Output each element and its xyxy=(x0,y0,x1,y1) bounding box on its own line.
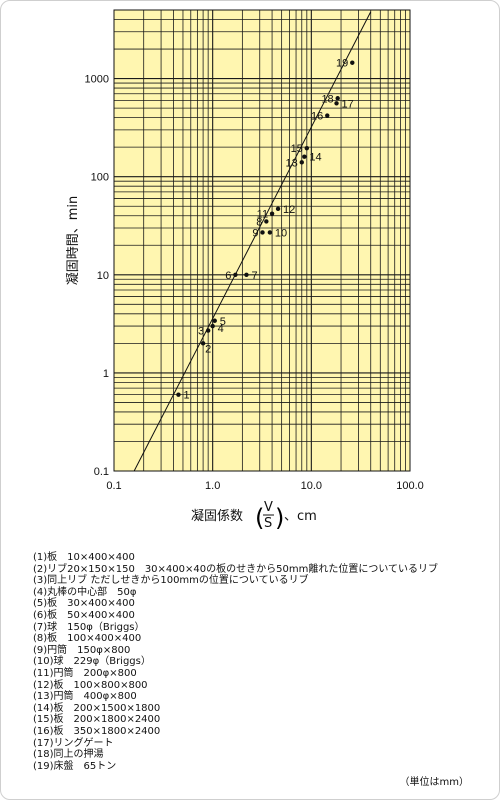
data-point xyxy=(302,154,307,159)
data-point-label: 14 xyxy=(309,152,321,164)
legend-item: (2)リブ20×150×150 30×400×40の板のせきから50mm離れた位… xyxy=(33,563,439,575)
data-point xyxy=(205,328,211,333)
legend-item: (9)円筒 150φ×800 xyxy=(33,644,131,656)
data-point-label: 7 xyxy=(251,270,257,282)
data-point xyxy=(244,272,249,277)
data-point xyxy=(269,211,275,216)
x-tick-label: 1.0 xyxy=(205,480,220,492)
data-point xyxy=(304,146,310,151)
legend-item: (13)円筒 400φ×800 xyxy=(33,691,137,703)
legend-item: (7)球 150φ（Briggs） xyxy=(33,621,145,633)
legend-item: (6)板 50×400×400 xyxy=(33,609,135,621)
data-point xyxy=(233,272,238,277)
data-point-label: 18 xyxy=(321,93,333,105)
data-point xyxy=(176,392,181,397)
data-point xyxy=(299,160,304,165)
grid-lines xyxy=(114,10,410,471)
data-point xyxy=(267,230,273,235)
plot-area xyxy=(114,10,410,471)
y-tick-label: 1 xyxy=(103,368,109,380)
legend-item: (5)板 30×400×400 xyxy=(33,598,135,610)
data-point xyxy=(260,230,265,235)
data-point xyxy=(275,206,281,212)
data-point xyxy=(335,96,340,101)
data-point-label: 19 xyxy=(336,58,348,70)
data-point-label: 13 xyxy=(286,157,298,169)
legend-item: (18)同上の押湯 xyxy=(33,749,104,761)
data-point-label: 3 xyxy=(198,326,204,338)
legend-item: (1)板 10×400×400 xyxy=(33,552,135,563)
y-tick-label: 10 xyxy=(97,270,109,282)
legend-item: (10)球 229φ（Briggs） xyxy=(33,656,151,668)
y-tick-labels: 0.1 1 10 100 1000 xyxy=(85,74,109,478)
data-point xyxy=(350,60,355,65)
x-axis-unit: 、cm xyxy=(284,509,317,524)
x-axis-paren-left: ( xyxy=(255,504,264,532)
y-tick-label: 1000 xyxy=(85,74,109,86)
plot-frame xyxy=(113,9,411,472)
data-point-label: 12 xyxy=(283,204,295,216)
legend-item: (11)円筒 200φ×800 xyxy=(33,667,137,679)
legend-item: (16)板 350×1800×2400 xyxy=(33,725,161,737)
data-point-label: 9 xyxy=(252,227,258,239)
x-axis-title: 凝固係数 ( V S ) 、cm xyxy=(191,500,317,532)
data-point-label: 10 xyxy=(275,227,287,239)
legend-item: (17)リングゲート xyxy=(33,737,114,749)
x-axis-ratio-numerator: V xyxy=(264,500,273,515)
data-point-label: 6 xyxy=(225,270,231,282)
legend-item: (14)板 200×1500×1800 xyxy=(33,702,161,714)
data-point xyxy=(325,113,330,118)
y-tick-label: 100 xyxy=(91,172,109,184)
x-tick-label: 100.0 xyxy=(396,480,424,492)
legend-item: (12)板 100×800×800 xyxy=(33,679,148,691)
legend-item: (8)板 100×400×400 xyxy=(33,633,142,645)
x-axis-paren-right: ) xyxy=(275,504,284,532)
data-point-label: 17 xyxy=(342,98,354,110)
data-point xyxy=(334,101,339,106)
data-point-label: 11 xyxy=(257,209,268,221)
data-point-label: 15 xyxy=(291,143,303,155)
data-point-label: 5 xyxy=(220,316,226,328)
x-tick-label: 10.0 xyxy=(301,480,322,492)
x-tick-labels: 0.1 1.0 10.0 100.0 xyxy=(106,480,423,492)
x-axis-title-text: 凝固係数 xyxy=(191,508,243,524)
legend-item: (4)丸棒の中心部 50φ xyxy=(33,586,137,598)
data-point-label: 8 xyxy=(256,216,262,228)
x-axis-ratio-denominator: S xyxy=(264,516,272,531)
data-point xyxy=(210,323,215,329)
data-point-label: 4 xyxy=(218,323,224,335)
x-tick-label: 0.1 xyxy=(106,480,121,492)
data-point xyxy=(212,318,217,323)
data-point xyxy=(200,341,206,346)
data-point-label: 16 xyxy=(311,111,323,123)
legend-item: (19)床盤 65トン xyxy=(33,760,117,772)
unit-note: （単位はmm） xyxy=(399,777,469,788)
specimen-legend: (1)板 10×400×400 (2)リブ20×150×150 30×400×40… xyxy=(33,552,438,772)
data-point xyxy=(264,219,269,224)
legend-item: (3)同上リブ ただしせきから100mmの位置についているリブ xyxy=(33,575,309,587)
y-tick-label: 0.1 xyxy=(94,466,109,478)
data-point-label: 1 xyxy=(183,390,189,402)
data-point-label: 2 xyxy=(205,343,211,355)
legend-item: (15)板 200×1800×2400 xyxy=(33,714,161,726)
fit-line xyxy=(133,11,372,472)
y-axis-title: 凝固時間、min xyxy=(65,196,81,286)
